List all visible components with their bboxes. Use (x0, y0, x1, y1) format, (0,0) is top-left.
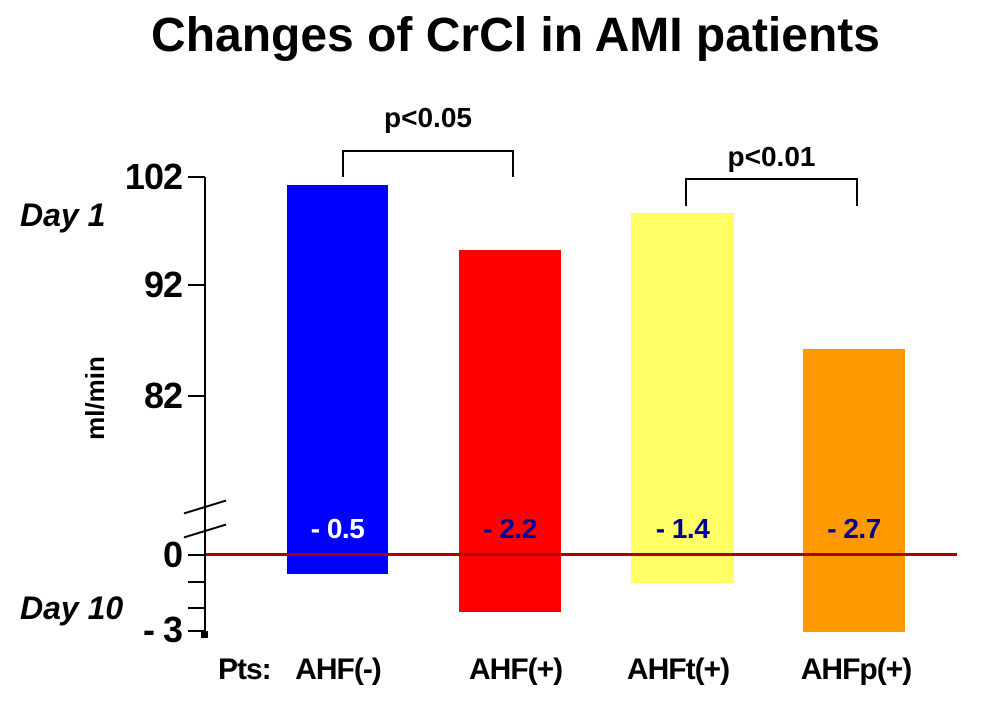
y-axis-tick-82 (188, 395, 205, 397)
y-tick-label-92: 92 (143, 264, 183, 305)
y-axis-tick-minus3 (188, 630, 205, 632)
significance-label-2: p<0.01 (727, 141, 816, 172)
y-axis-tick-0 (188, 554, 205, 556)
significance-bracket-1 (342, 150, 514, 177)
x-label-pts-prefix: Pts: (218, 653, 272, 686)
y-tick-label-82: 82 (143, 375, 183, 416)
bar-value-label-ahfp-plus: - 2.7 (827, 513, 881, 544)
bar-ahft-plus (631, 213, 734, 583)
x-label-ahf-minus: AHF(-) (295, 653, 382, 686)
y-axis-tick-102 (188, 176, 205, 178)
y-axis-tick-minus1 (188, 581, 205, 583)
y-axis-tick-minus2 (188, 607, 205, 609)
chart-title: Changes of CrCl in AMI patients (151, 9, 880, 62)
x-label-ahf-plus: AHF(+) (469, 653, 563, 686)
x-label-ahft-plus: AHFt(+) (626, 653, 730, 686)
significance-bracket-2 (685, 178, 858, 206)
y-tick-label-0: 0 (162, 534, 183, 575)
bar-value-label-ahf-minus: - 0.5 (310, 513, 365, 544)
y-axis-unit-label: ml/min (80, 356, 110, 440)
day1-label: Day 1 (20, 197, 106, 233)
day10-label: Day 10 (20, 590, 124, 626)
y-axis-line (204, 177, 206, 636)
x-label-ahfp-plus: AHFp(+) (800, 653, 912, 686)
bar-value-label-ahf-plus: - 2.2 (483, 513, 537, 544)
significance-label-1: p<0.05 (384, 102, 472, 133)
zero-baseline (206, 553, 957, 556)
axis-end-marker (201, 631, 208, 638)
y-axis-tick-92 (188, 284, 205, 286)
bar-ahf-minus (287, 185, 388, 574)
y-tick-label-minus3: - 3 (142, 609, 183, 650)
bar-value-label-ahft-plus: - 1.4 (655, 513, 710, 544)
y-tick-label-102: 102 (124, 156, 183, 197)
bar-ahf-plus (459, 250, 561, 612)
bar-ahfp-plus (803, 349, 905, 632)
